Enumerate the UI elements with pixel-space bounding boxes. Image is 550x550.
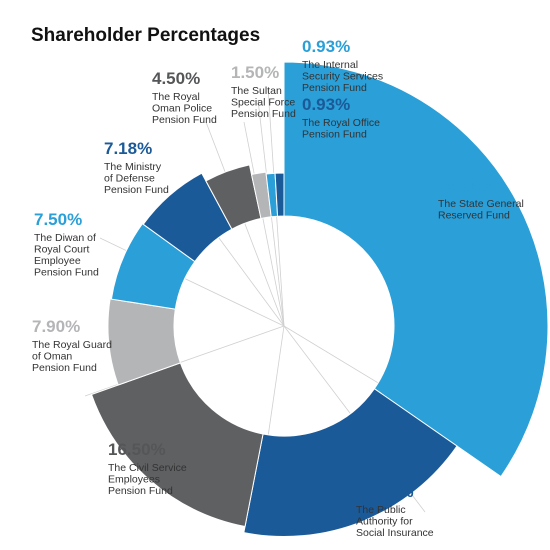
slice-name-line: Authority for xyxy=(356,516,413,528)
slice-name: The Royal Guard of Oman Pension Fund xyxy=(32,339,112,374)
slice-name-line: Special Force xyxy=(231,97,295,109)
slice-name: The Public Authority for Social Insurance xyxy=(356,504,434,539)
slice-percent: 4.50% xyxy=(152,69,200,88)
slice-name-line: of Oman xyxy=(32,351,72,363)
chart-title: Shareholder Percentages xyxy=(31,25,260,46)
slice-name: The Internal Security Services Pension Fun… xyxy=(302,59,383,94)
slice-labels: 34.65% The State General Reserved Fund 18.4… xyxy=(32,37,524,539)
slice-percent: 0.93% xyxy=(302,37,350,56)
slice-name: The Civil Service Employees Pension Fund xyxy=(108,462,187,497)
slice-percent: 16.50% xyxy=(108,440,166,459)
donut-slice-6 xyxy=(142,172,233,263)
slice-label-2: 18.40% The Public Authority for Social Insu… xyxy=(356,482,434,539)
slice-name-line: Employees xyxy=(108,474,160,486)
slice-label-4: 7.90% The Royal Guard of Oman Pension Fund xyxy=(32,317,112,374)
donut-slice-5 xyxy=(110,222,196,310)
slice-percent: 18.40% xyxy=(356,482,414,501)
donut-slice-1 xyxy=(283,61,549,478)
donut-slice-2 xyxy=(243,388,458,537)
slice-name-line: The Royal Guard xyxy=(32,339,112,351)
slice-name-line: Royal Court xyxy=(34,244,90,256)
slice-label-10: 0.93% The Royal Office Pension Fund xyxy=(302,95,380,141)
slice-name-line: Pension Fund xyxy=(108,485,173,497)
slice-name-line: The Civil Service xyxy=(108,462,187,474)
slice-name: The Royal Office Pension Fund xyxy=(302,117,380,141)
slice-name-line: The Royal Office xyxy=(302,117,380,129)
slice-name-line: Social Insurance xyxy=(356,527,434,539)
slice-name-line: Employee xyxy=(34,255,81,267)
slice-name-line: Pension Fund xyxy=(34,267,99,279)
slice-name-line: The Public xyxy=(356,504,406,516)
slice-name-line: Oman Police xyxy=(152,103,212,115)
slice-name-line: The Sultan xyxy=(231,85,282,97)
leader-line xyxy=(243,121,285,327)
slice-name: The State General Reserved Fund xyxy=(438,198,524,222)
slice-name-line: The Diwan of xyxy=(34,232,96,244)
slice-name-line: Pension Fund xyxy=(104,184,169,196)
slice-percent: 1.50% xyxy=(231,63,279,82)
slice-name: The Diwan of Royal Court Employee Pension F… xyxy=(34,232,99,279)
slice-name-line: Security Services xyxy=(302,71,383,83)
slice-name-line: Pension Fund xyxy=(231,108,296,120)
donut-slice-3 xyxy=(90,362,264,528)
slice-percent: 7.90% xyxy=(32,317,80,336)
slice-label-3: 16.50% The Civil Service Employees Pension … xyxy=(108,440,187,497)
slice-percent: 34.65% xyxy=(438,176,496,195)
slice-name-line: The State General xyxy=(438,198,524,210)
slice-name-line: Pension Fund xyxy=(302,129,367,141)
slice-percent: 7.18% xyxy=(104,139,152,158)
donut-slice-10 xyxy=(274,172,285,217)
slice-name: The Ministry of Defense Pension Fund xyxy=(104,161,169,196)
slice-name-line: Pension Fund xyxy=(152,114,217,126)
slice-percent: 0.93% xyxy=(302,95,350,114)
slice-label-5: 7.50% The Diwan of Royal Court Employee Pens… xyxy=(34,210,99,279)
slice-name-line: Reserved Fund xyxy=(438,210,510,222)
slice-name: The Royal Oman Police Pension Fund xyxy=(152,91,217,126)
slice-name-line: The Internal xyxy=(302,59,358,71)
slice-label-7: 4.50% The Royal Oman Police Pension Fund xyxy=(152,69,217,126)
leader-line xyxy=(205,121,285,327)
slice-label-9: 0.93% The Internal Security Services Pensio… xyxy=(302,37,383,94)
slice-label-6: 7.18% The Ministry of Defense Pension Fund xyxy=(104,139,169,196)
slice-name-line: of Defense xyxy=(104,173,155,185)
slice-name-line: Pension Fund xyxy=(302,82,367,94)
slice-name-line: The Ministry xyxy=(104,161,162,173)
slice-name-line: The Royal xyxy=(152,91,200,103)
slice-percent: 7.50% xyxy=(34,210,82,229)
donut-slices xyxy=(90,61,549,537)
slice-label-8: 1.50% The Sultan Special Force Pension Fund xyxy=(231,63,296,120)
slice-label-1: 34.65% The State General Reserved Fund xyxy=(438,176,524,222)
slice-name: The Sultan Special Force Pension Fund xyxy=(231,85,296,120)
slice-name-line: Pension Fund xyxy=(32,362,97,374)
